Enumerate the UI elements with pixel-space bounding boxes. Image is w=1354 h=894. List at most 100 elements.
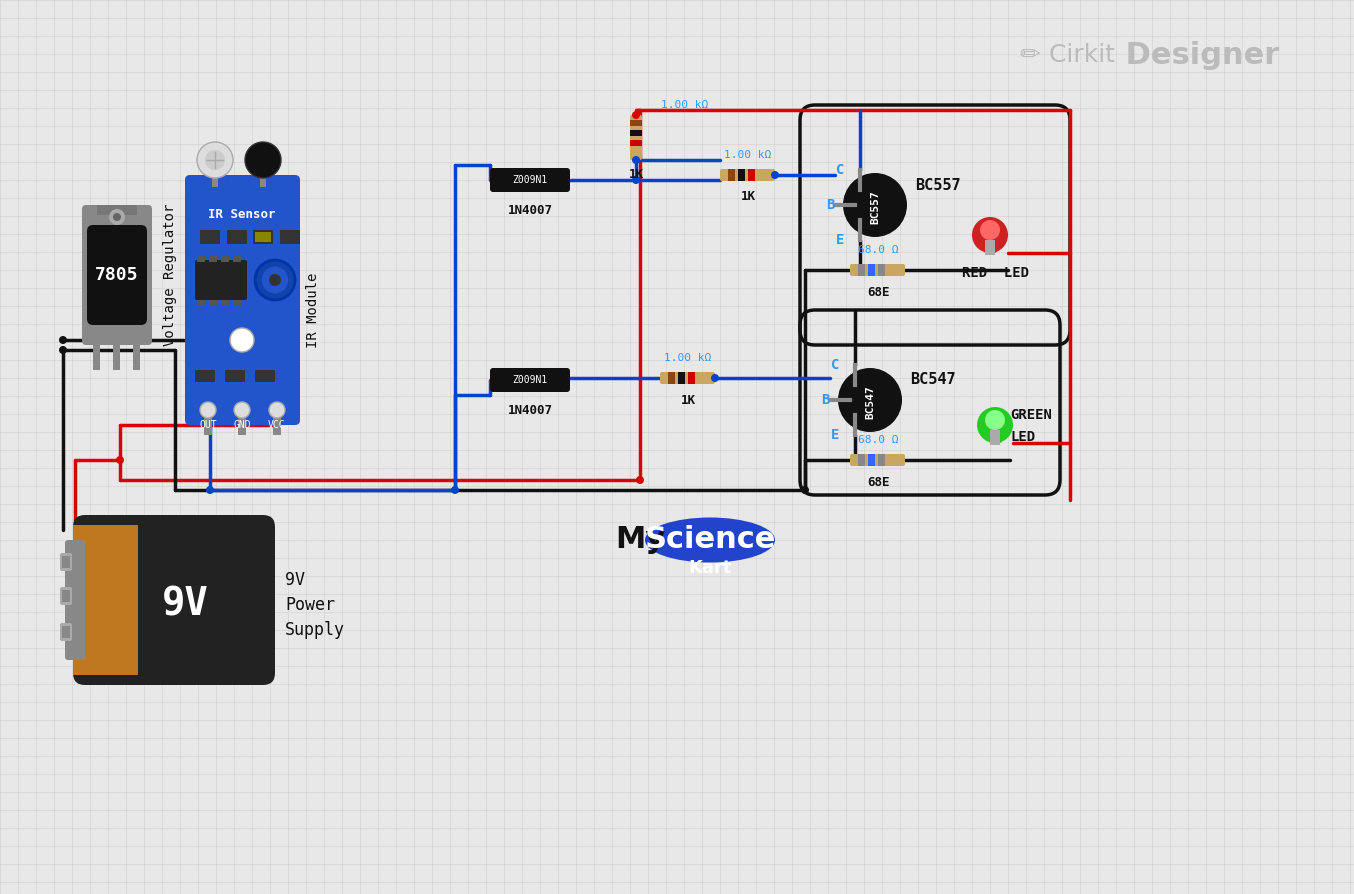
Circle shape [255, 260, 295, 300]
Bar [221, 256, 229, 262]
Bar [255, 232, 271, 242]
Text: 1N4007: 1N4007 [508, 204, 552, 216]
Bar [678, 372, 685, 384]
Text: Kart: Kart [688, 559, 731, 577]
Bar [984, 240, 995, 255]
FancyBboxPatch shape [195, 370, 215, 382]
Bar [196, 300, 204, 306]
Bar [888, 454, 895, 466]
Text: My: My [615, 526, 665, 554]
Bar [858, 454, 865, 466]
Bar [990, 430, 1001, 445]
Text: OUT: OUT [199, 420, 217, 430]
FancyBboxPatch shape [630, 115, 642, 160]
FancyBboxPatch shape [253, 230, 274, 244]
Text: 1N4007: 1N4007 [508, 403, 552, 417]
FancyBboxPatch shape [200, 230, 219, 244]
Text: IR Module: IR Module [306, 273, 320, 348]
Text: BC547: BC547 [865, 385, 875, 419]
Text: 7805: 7805 [95, 266, 138, 284]
Circle shape [234, 402, 250, 418]
FancyBboxPatch shape [720, 169, 774, 181]
Text: Science: Science [645, 526, 776, 554]
Bar [630, 140, 642, 146]
FancyBboxPatch shape [185, 175, 301, 425]
Bar [699, 372, 705, 384]
Bar [62, 626, 70, 638]
Text: 9V: 9V [284, 571, 305, 589]
Text: B: B [826, 198, 834, 212]
Circle shape [632, 111, 640, 119]
Text: 68E: 68E [867, 476, 890, 488]
FancyBboxPatch shape [83, 205, 152, 345]
Bar [97, 205, 137, 215]
Text: 1K: 1K [741, 190, 756, 204]
Text: E: E [835, 233, 844, 247]
Text: GND: GND [233, 420, 250, 430]
FancyBboxPatch shape [659, 372, 715, 384]
Bar [62, 590, 70, 602]
FancyBboxPatch shape [227, 230, 246, 244]
Circle shape [196, 142, 233, 178]
Bar [747, 169, 756, 181]
FancyBboxPatch shape [87, 225, 148, 325]
Text: GREEN: GREEN [1010, 408, 1052, 422]
Bar [688, 372, 695, 384]
FancyBboxPatch shape [60, 587, 72, 605]
Text: 9V: 9V [161, 586, 209, 624]
Text: Power: Power [284, 596, 334, 614]
FancyBboxPatch shape [255, 370, 275, 382]
FancyBboxPatch shape [73, 515, 275, 685]
Bar [877, 264, 886, 276]
Text: VCC: VCC [268, 420, 286, 430]
FancyBboxPatch shape [60, 623, 72, 641]
Text: Z009N1: Z009N1 [512, 375, 547, 385]
FancyBboxPatch shape [60, 553, 72, 571]
Circle shape [60, 336, 66, 344]
FancyBboxPatch shape [225, 370, 245, 382]
Text: BC557: BC557 [871, 190, 880, 224]
Circle shape [116, 456, 125, 464]
Text: E: E [831, 428, 839, 442]
Circle shape [245, 142, 282, 178]
Bar [93, 325, 100, 370]
Text: B: B [821, 393, 829, 407]
Text: 1K: 1K [628, 168, 643, 181]
Bar [233, 300, 241, 306]
Bar [888, 264, 895, 276]
Text: 68.0 Ω: 68.0 Ω [857, 245, 898, 255]
Text: IR Sensor: IR Sensor [209, 208, 276, 222]
Circle shape [110, 209, 125, 225]
Circle shape [200, 402, 217, 418]
Circle shape [711, 374, 719, 382]
Bar [630, 150, 642, 156]
Circle shape [261, 266, 288, 294]
Circle shape [844, 173, 907, 237]
Bar [758, 169, 765, 181]
Text: BC557: BC557 [915, 178, 960, 192]
Bar [668, 372, 676, 384]
Text: 1K: 1K [681, 393, 696, 407]
Text: Z009N1: Z009N1 [512, 175, 547, 185]
Circle shape [451, 486, 459, 494]
Text: 1.00 kΩ: 1.00 kΩ [661, 100, 708, 110]
Bar [858, 264, 865, 276]
Text: RED  LED: RED LED [961, 266, 1029, 280]
Bar [274, 410, 282, 435]
Circle shape [972, 217, 1007, 253]
Bar [630, 130, 642, 136]
Ellipse shape [645, 518, 774, 562]
Text: Designer: Designer [1114, 40, 1280, 70]
Bar [630, 120, 642, 126]
Text: Supply: Supply [284, 621, 345, 639]
Text: 68E: 68E [867, 285, 890, 299]
Text: C: C [835, 163, 844, 177]
Bar [738, 169, 745, 181]
Circle shape [112, 213, 121, 221]
Bar [868, 454, 875, 466]
Bar [728, 169, 735, 181]
Circle shape [978, 407, 1013, 443]
Text: 1.00 kΩ: 1.00 kΩ [724, 150, 772, 160]
FancyBboxPatch shape [195, 260, 246, 300]
FancyBboxPatch shape [850, 454, 904, 466]
